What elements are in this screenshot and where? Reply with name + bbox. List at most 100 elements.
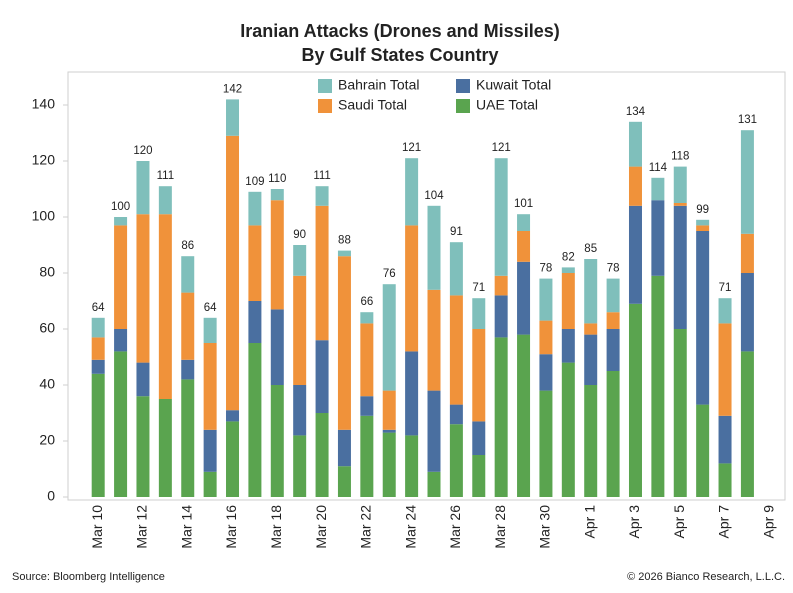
y-tick-label: 0: [47, 488, 55, 504]
total-label: 64: [204, 302, 217, 314]
x-tick-label: Mar 24: [402, 505, 418, 549]
bar-segment: [203, 343, 217, 430]
x-tick-label: Apr 3: [626, 505, 642, 539]
total-label: 111: [157, 170, 174, 182]
bar-segment: [114, 329, 128, 352]
x-tick-label: Mar 22: [358, 505, 374, 549]
legend-label: Bahrain Total: [338, 77, 419, 93]
bar-segment: [718, 415, 732, 464]
bar-segment: [382, 284, 396, 391]
bar-segment: [315, 413, 329, 497]
bar-segment: [740, 273, 754, 352]
bar-segment: [517, 261, 531, 335]
bar-segment: [91, 317, 105, 338]
bar-segment: [606, 278, 620, 313]
bar-segment: [651, 275, 665, 497]
bar-segment: [718, 298, 732, 324]
bar-segment: [472, 298, 486, 329]
bar-segment: [270, 309, 284, 385]
x-tick-label: Mar 20: [313, 505, 329, 549]
bar-segment: [360, 396, 374, 416]
bar-segment: [628, 303, 642, 497]
bar-segment: [293, 245, 307, 276]
bar-segment: [360, 323, 374, 397]
total-label: 85: [584, 243, 597, 255]
bar-segment: [628, 166, 642, 206]
bar-segment: [226, 99, 240, 136]
bar-segment: [673, 329, 687, 497]
total-label: 71: [472, 282, 485, 294]
bar-segment: [494, 295, 508, 338]
bar-segment: [203, 429, 217, 472]
bar-segment: [136, 362, 150, 397]
x-tick-label: Apr 1: [581, 505, 597, 539]
bar-segment: [270, 200, 284, 310]
bar-segment: [561, 362, 575, 497]
total-label: 142: [223, 83, 242, 95]
bar-segment: [472, 455, 486, 497]
bar-segment: [427, 205, 441, 290]
bar-segment: [158, 214, 172, 399]
legend-swatch: [456, 79, 470, 93]
bar-segment: [270, 385, 284, 497]
bar-segment: [248, 343, 262, 497]
bar-segment: [181, 359, 195, 380]
bar-segment: [248, 301, 262, 343]
bar-segment: [405, 158, 419, 226]
x-tick-label: Mar 16: [223, 505, 239, 549]
bar-segment: [158, 186, 172, 215]
x-tick-label: Mar 26: [447, 505, 463, 549]
bar-segment: [561, 273, 575, 329]
bar-segment: [315, 340, 329, 413]
bar-segment: [740, 351, 754, 497]
bar-segment: [114, 225, 128, 329]
bar-segment: [696, 225, 710, 231]
bar-segment: [226, 421, 240, 497]
bar-segment: [136, 214, 150, 363]
bar-segment: [203, 317, 217, 343]
x-tick-label: Apr 9: [761, 505, 777, 539]
bar-segment: [718, 463, 732, 497]
bar-segment: [315, 186, 329, 206]
chart-title: Iranian Attacks (Drones and Missiles): [240, 21, 559, 41]
legend-swatch: [456, 99, 470, 113]
bar-segment: [226, 410, 240, 422]
bar-segment: [360, 312, 374, 324]
bar-segment: [293, 435, 307, 497]
total-label: 78: [540, 263, 553, 275]
bar-segment: [651, 177, 665, 201]
bar-segment: [740, 233, 754, 273]
x-tick-label: Mar 18: [268, 505, 284, 549]
bar-segment: [584, 334, 598, 385]
bar-segment: [248, 191, 262, 226]
total-label: 88: [338, 235, 351, 247]
bar-segment: [606, 329, 620, 371]
total-label: 99: [696, 204, 709, 216]
bar-segment: [718, 323, 732, 416]
total-label: 86: [181, 240, 194, 252]
y-tick-label: 120: [32, 152, 56, 168]
legend-label: Saudi Total: [338, 97, 407, 113]
bar-segment: [136, 396, 150, 497]
x-tick-label: Mar 14: [178, 505, 194, 549]
bar-segment: [427, 390, 441, 472]
bar-segment: [405, 225, 419, 352]
bar-segment: [382, 390, 396, 430]
total-label: 101: [514, 198, 533, 210]
bar-segment: [181, 256, 195, 293]
bar-segment: [405, 435, 419, 497]
bar-segment: [561, 329, 575, 363]
bar-segment: [91, 337, 105, 360]
bar-segment: [203, 471, 217, 497]
y-tick-label: 20: [39, 432, 55, 448]
bar-segment: [740, 130, 754, 234]
bar-segment: [337, 466, 351, 497]
bar-segment: [673, 203, 687, 206]
bar-segment: [337, 429, 351, 467]
bar-segment: [628, 205, 642, 304]
y-tick-label: 60: [39, 320, 55, 336]
bar-segment: [449, 424, 463, 497]
total-label: 90: [293, 229, 306, 241]
total-label: 121: [402, 142, 421, 154]
